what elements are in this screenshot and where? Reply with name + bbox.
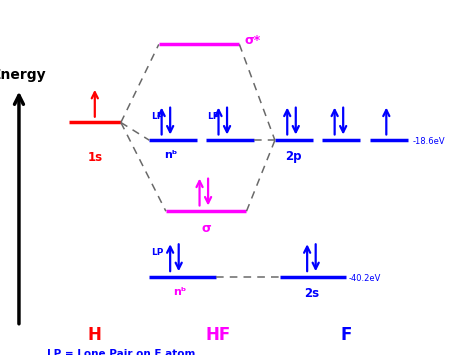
Text: LP = Lone Pair on F atom: LP = Lone Pair on F atom [47, 349, 196, 355]
Text: σ: σ [201, 222, 211, 235]
Text: F: F [340, 326, 352, 344]
Text: 2s: 2s [304, 287, 319, 300]
Text: -40.2eV: -40.2eV [348, 274, 381, 283]
Text: 2p: 2p [285, 150, 301, 163]
Text: -18.6eV: -18.6eV [412, 137, 445, 147]
Text: LP: LP [151, 112, 163, 121]
Text: HF: HF [205, 326, 231, 344]
Text: nᵇ: nᵇ [173, 287, 187, 297]
Text: Energy: Energy [0, 68, 46, 82]
Text: σ*: σ* [244, 34, 260, 47]
Text: LP: LP [208, 112, 220, 121]
Text: H: H [88, 326, 102, 344]
Text: 1s: 1s [87, 151, 102, 164]
Text: LP: LP [151, 248, 163, 257]
Text: nᵇ: nᵇ [164, 150, 177, 160]
